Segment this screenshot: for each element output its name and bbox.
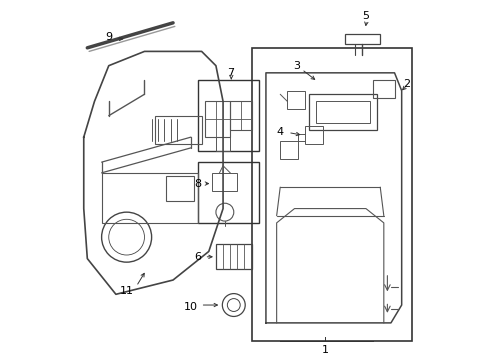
Bar	[251, 48, 411, 341]
Bar	[198, 162, 258, 223]
Text: 7: 7	[226, 68, 233, 78]
Text: 5: 5	[362, 11, 369, 21]
Bar	[205, 102, 230, 137]
Text: 10: 10	[183, 302, 198, 312]
Text: 1: 1	[321, 345, 328, 355]
Bar	[165, 176, 194, 202]
Bar	[155, 116, 201, 144]
Bar	[287, 91, 305, 109]
Bar	[315, 102, 369, 123]
Bar	[230, 102, 251, 130]
Text: 9: 9	[105, 32, 112, 42]
Text: 6: 6	[194, 252, 201, 262]
Bar	[344, 33, 380, 44]
Bar	[212, 173, 237, 191]
Bar	[308, 94, 376, 130]
Bar	[280, 141, 298, 158]
Bar	[198, 80, 258, 152]
Bar	[372, 80, 394, 98]
Text: 4: 4	[276, 127, 283, 137]
Bar	[305, 126, 323, 144]
Bar	[216, 137, 230, 152]
Text: 11: 11	[120, 286, 133, 296]
Bar	[102, 173, 198, 223]
Text: 8: 8	[194, 179, 201, 189]
Bar	[216, 244, 251, 269]
Text: 3: 3	[292, 61, 299, 71]
Text: 2: 2	[403, 78, 410, 89]
